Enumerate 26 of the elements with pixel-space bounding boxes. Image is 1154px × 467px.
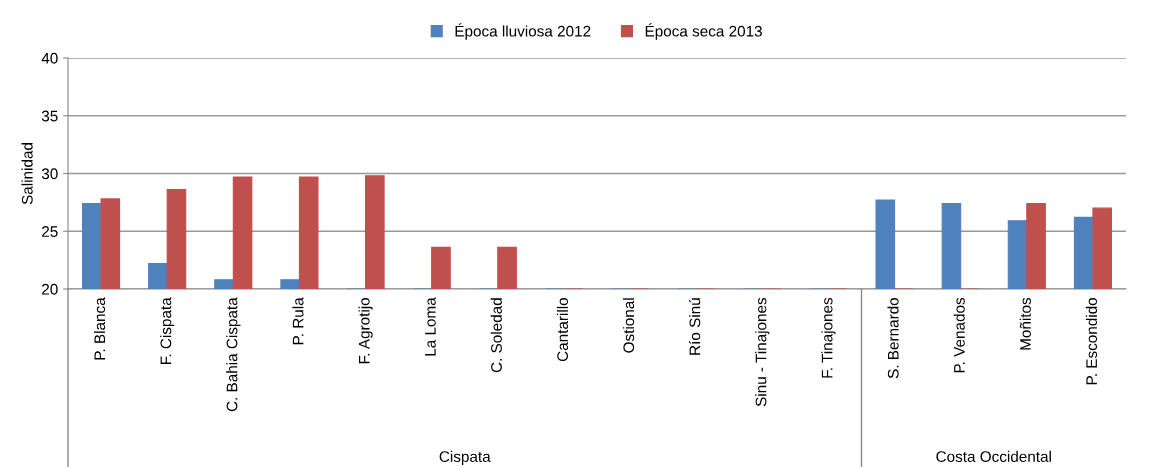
x-tick-label: Río Sinú [688, 298, 701, 355]
legend-label: Época seca 2013 [645, 23, 762, 40]
x-tick-label: S. Bernardo [887, 297, 899, 379]
y-tick-label: 20 [42, 283, 58, 295]
x-tick-label: Cantarillo [556, 297, 569, 362]
x-tick-label: P. Blanca [93, 297, 106, 360]
x-tick-label: C. Soledad [490, 298, 502, 373]
text: Cispata [439, 450, 491, 466]
x-tick-label: Sinu - Tinajones [755, 297, 770, 407]
x-tick-label: F. Tinajones [821, 297, 836, 378]
y-axis-title: Salinidad [21, 143, 33, 205]
legend-label: Época lluviosa 2012 [455, 23, 591, 40]
x-tick-label: F. Cispata [160, 297, 175, 364]
x-tick-label: La Loma [425, 297, 436, 356]
y-tick-label: 40 [41, 52, 58, 64]
x-tick-label: Ostional [622, 298, 635, 353]
y-tick-label: 30 [41, 168, 58, 180]
x-tick-label: Moñitos [1019, 297, 1031, 350]
x-tick-label: P. Rula [292, 297, 304, 345]
x-tick-label: C. Bahia Cispata [226, 297, 241, 412]
x-tick-label: P. Venados [953, 297, 965, 373]
y-tick-label: 25 [42, 226, 58, 237]
text: Costa Occidental [936, 450, 1051, 462]
x-tick-label: F. Agrotijo [358, 297, 373, 364]
x-tick-label: P. Escondido [1085, 297, 1098, 385]
y-tick-label: 35 [41, 110, 58, 122]
